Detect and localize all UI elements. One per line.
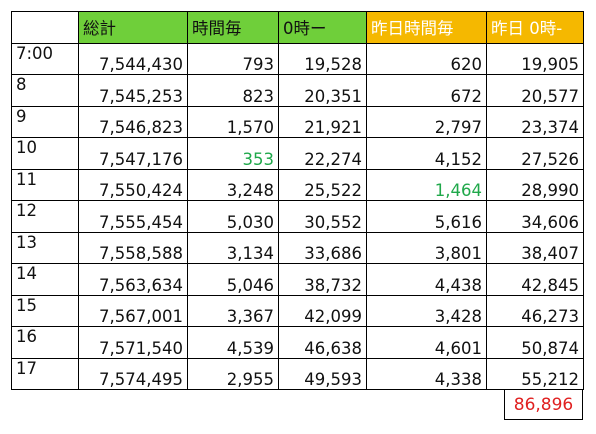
header-corner-cell (11, 11, 79, 44)
yesterday-hourly-cell: 5,616 (366, 200, 487, 233)
yesterday-since-zero-cell: 42,845 (486, 263, 584, 296)
header-total: 総計 (78, 11, 188, 44)
yesterday-hourly-cell: 4,338 (366, 357, 487, 390)
total-cell: 7,563,634 (78, 263, 188, 296)
yesterday-since-zero-cell: 50,874 (486, 326, 584, 359)
yesterday-hourly-cell: 4,438 (366, 263, 487, 296)
yesterday-since-zero-cell: 23,374 (486, 105, 584, 138)
total-cell: 7,546,823 (78, 105, 188, 138)
hourly-cell: 5,046 (187, 263, 279, 296)
hourly-cell: 793 (187, 42, 279, 75)
since-zero-cell: 30,552 (278, 200, 367, 233)
yesterday-since-zero-cell: 28,990 (486, 168, 584, 201)
time-cell: 8 (11, 74, 79, 107)
table-row: 10 7,547,176 353 22,274 4,152 27,526 (11, 137, 584, 170)
yesterday-hourly-cell: 2,797 (366, 105, 487, 138)
hourly-cell: 823 (187, 74, 279, 107)
yesterday-hourly-cell: 1,464 (366, 168, 487, 201)
time-cell: 11 (11, 168, 79, 201)
yesterday-since-zero-cell: 27,526 (486, 137, 584, 170)
header-yesterday-since-zero: 昨日 0時- (486, 11, 584, 44)
total-cell: 7,555,454 (78, 200, 188, 233)
since-zero-cell: 22,274 (278, 137, 367, 170)
hourly-count-table: 総計 時間毎 0時ー 昨日時間毎 昨日 0時- 7:00 7,544,430 793… (11, 11, 584, 390)
time-cell: 12 (11, 200, 79, 233)
since-zero-cell: 25,522 (278, 168, 367, 201)
yesterday-hourly-cell: 620 (366, 42, 487, 75)
time-cell: 15 (11, 294, 79, 327)
header-row: 総計 時間毎 0時ー 昨日時間毎 昨日 0時- (11, 11, 584, 44)
hourly-cell: 4,539 (187, 326, 279, 359)
table-row: 16 7,571,540 4,539 46,638 4,601 50,874 (11, 326, 584, 359)
total-cell: 7,567,001 (78, 294, 188, 327)
yesterday-hourly-cell: 3,428 (366, 294, 487, 327)
total-cell: 7,547,176 (78, 137, 188, 170)
time-cell: 9 (11, 105, 79, 138)
since-zero-cell: 42,099 (278, 294, 367, 327)
yesterday-since-zero-cell: 38,407 (486, 231, 584, 264)
hourly-cell: 3,134 (187, 231, 279, 264)
time-cell: 17 (11, 357, 79, 390)
total-cell: 7,550,424 (78, 168, 188, 201)
hourly-cell: 2,955 (187, 357, 279, 390)
yesterday-hourly-cell: 4,601 (366, 326, 487, 359)
header-yesterday-hourly: 昨日時間毎 (366, 11, 487, 44)
time-cell: 13 (11, 231, 79, 264)
yesterday-hourly-cell: 4,152 (366, 137, 487, 170)
table-row: 7:00 7,544,430 793 19,528 620 19,905 (11, 42, 584, 75)
yesterday-since-zero-cell: 34,606 (486, 200, 584, 233)
hourly-cell: 3,248 (187, 168, 279, 201)
table-row: 13 7,558,588 3,134 33,686 3,801 38,407 (11, 231, 584, 264)
table-row: 8 7,545,253 823 20,351 672 20,577 (11, 74, 584, 107)
yesterday-hourly-cell: 672 (366, 74, 487, 107)
since-zero-cell: 21,921 (278, 105, 367, 138)
time-cell: 16 (11, 326, 79, 359)
yesterday-since-zero-cell: 19,905 (486, 42, 584, 75)
yesterday-since-zero-cell: 20,577 (486, 74, 584, 107)
hourly-cell: 3,367 (187, 294, 279, 327)
yesterday-since-zero-cell: 46,273 (486, 294, 584, 327)
time-cell: 7:00 (11, 42, 79, 75)
table-row: 15 7,567,001 3,367 42,099 3,428 46,273 (11, 294, 584, 327)
yesterday-since-zero-cell: 55,212 (486, 357, 584, 390)
yesterday-hourly-cell: 3,801 (366, 231, 487, 264)
header-hourly: 時間毎 (187, 11, 279, 44)
table-row: 12 7,555,454 5,030 30,552 5,616 34,606 (11, 200, 584, 233)
time-cell: 14 (11, 263, 79, 296)
table-row: 9 7,546,823 1,570 21,921 2,797 23,374 (11, 105, 584, 138)
since-zero-cell: 19,528 (278, 42, 367, 75)
since-zero-cell: 20,351 (278, 74, 367, 107)
grand-total-cell: 86,896 (504, 389, 583, 420)
since-zero-cell: 38,732 (278, 263, 367, 296)
header-since-zero: 0時ー (278, 11, 367, 44)
hourly-cell: 1,570 (187, 105, 279, 138)
table-row: 11 7,550,424 3,248 25,522 1,464 28,990 (11, 168, 584, 201)
time-cell: 10 (11, 137, 79, 170)
total-cell: 7,571,540 (78, 326, 188, 359)
total-cell: 7,544,430 (78, 42, 188, 75)
since-zero-cell: 49,593 (278, 357, 367, 390)
total-cell: 7,545,253 (78, 74, 188, 107)
since-zero-cell: 46,638 (278, 326, 367, 359)
hourly-cell: 5,030 (187, 200, 279, 233)
hourly-cell: 353 (187, 137, 279, 170)
table-row: 14 7,563,634 5,046 38,732 4,438 42,845 (11, 263, 584, 296)
since-zero-cell: 33,686 (278, 231, 367, 264)
total-cell: 7,574,495 (78, 357, 188, 390)
table-row: 17 7,574,495 2,955 49,593 4,338 55,212 (11, 357, 584, 390)
total-cell: 7,558,588 (78, 231, 188, 264)
